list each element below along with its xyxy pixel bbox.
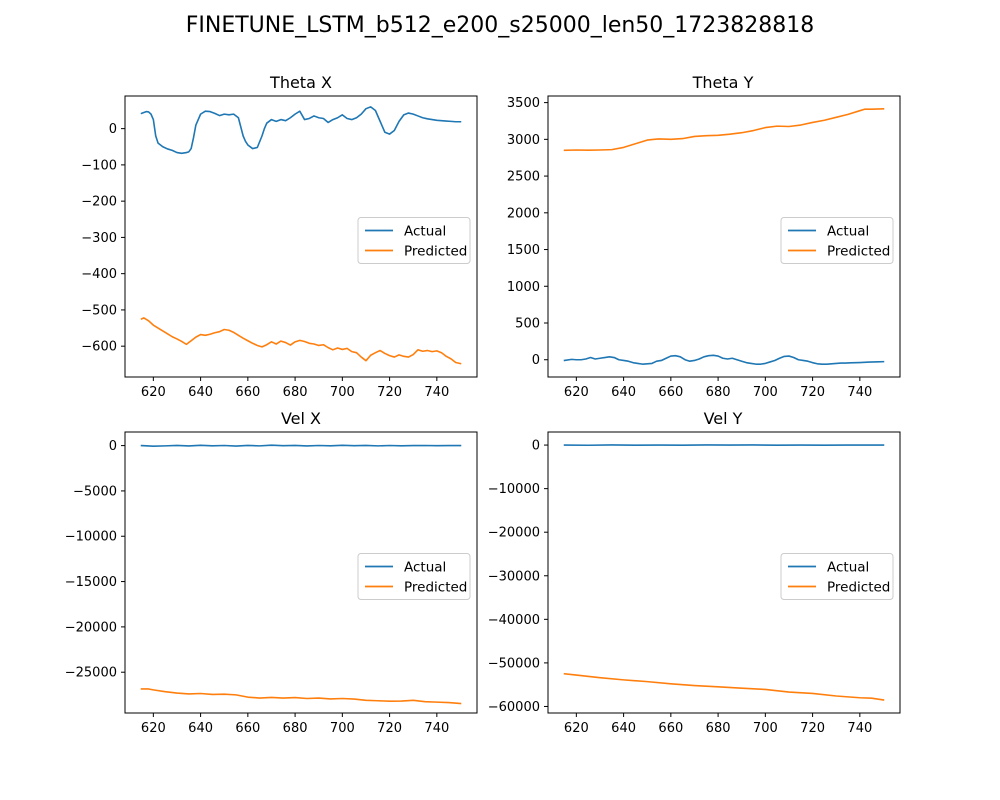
x-tick-label: 700 bbox=[330, 721, 355, 736]
subplot-theta-y: Theta Y 620 640 660 680 700 720 740 0 500 1000 150… bbox=[507, 73, 901, 400]
subplot-theta-x: Theta X 620 640 660 680 700 720 740 0 −100 −200 −3… bbox=[81, 73, 478, 400]
y-tick-label: −10000 bbox=[65, 530, 117, 545]
x-tick-label: 740 bbox=[847, 721, 872, 736]
y-tick-label: −60000 bbox=[488, 700, 540, 715]
subplot-title-theta-x: Theta X bbox=[269, 73, 332, 92]
series-line-theta-x-predicted bbox=[140, 317, 462, 365]
x-tick-label: 680 bbox=[283, 385, 308, 400]
legend-vel-y: Actual Predicted bbox=[780, 553, 894, 600]
y-tick-label: 0 bbox=[532, 353, 540, 368]
x-tick-label: 640 bbox=[611, 721, 636, 736]
x-tick-label: 740 bbox=[424, 721, 449, 736]
y-tick-label: 500 bbox=[515, 317, 540, 332]
y-tick-label: 0 bbox=[109, 439, 117, 454]
y-tick-label: 0 bbox=[109, 122, 117, 137]
x-tick-label: 720 bbox=[377, 385, 402, 400]
x-tick-label: 680 bbox=[706, 721, 731, 736]
y-tick-label: −200 bbox=[81, 195, 117, 210]
legend-label-actual: Actual bbox=[827, 224, 869, 240]
subplot-vel-y: Vel Y 620 640 660 680 700 720 740 0 −10000 −20000… bbox=[488, 409, 901, 736]
x-tick-label: 620 bbox=[141, 721, 166, 736]
x-tick-label: 720 bbox=[377, 721, 402, 736]
legend-label-predicted: Predicted bbox=[827, 580, 890, 596]
legend-label-actual: Actual bbox=[404, 224, 446, 240]
legend-theta-y: Actual Predicted bbox=[780, 217, 894, 264]
legend-label-predicted: Predicted bbox=[404, 244, 467, 260]
y-tick-label: −20000 bbox=[65, 620, 117, 635]
x-tick-label: 700 bbox=[753, 385, 778, 400]
x-tick-label: 660 bbox=[658, 721, 683, 736]
x-tick-label: 660 bbox=[235, 721, 260, 736]
series-line-theta-x-actual bbox=[140, 106, 462, 155]
x-tick-label: 660 bbox=[658, 385, 683, 400]
legend-theta-x: Actual Predicted bbox=[357, 217, 471, 264]
series-line-theta-y-predicted bbox=[563, 108, 885, 152]
legend-box bbox=[357, 553, 471, 600]
axes-frame-theta-y bbox=[547, 95, 901, 378]
legend-label-predicted: Predicted bbox=[827, 244, 890, 260]
y-tick-label: −15000 bbox=[65, 575, 117, 590]
y-tick-label: −600 bbox=[81, 340, 117, 355]
x-tick-label: 700 bbox=[330, 385, 355, 400]
x-tick-label: 640 bbox=[188, 385, 213, 400]
x-tick-label: 660 bbox=[235, 385, 260, 400]
subplot-title-theta-y: Theta Y bbox=[692, 73, 754, 92]
y-tick-label: −25000 bbox=[65, 666, 117, 681]
y-tick-label: 1000 bbox=[507, 280, 540, 295]
x-tick-label: 740 bbox=[847, 385, 872, 400]
x-tick-label: 720 bbox=[800, 385, 825, 400]
axes-frame-vel-x bbox=[124, 431, 478, 714]
x-tick-label: 680 bbox=[706, 385, 731, 400]
legend-vel-x: Actual Predicted bbox=[357, 553, 471, 600]
legend-box bbox=[357, 217, 471, 264]
y-tick-label: 2000 bbox=[507, 206, 540, 221]
y-tick-label: 3000 bbox=[507, 133, 540, 148]
x-tick-label: 640 bbox=[188, 721, 213, 736]
subplot-title-vel-x: Vel X bbox=[281, 409, 321, 428]
subplot-vel-x: Vel X 620 640 660 680 700 720 740 0 −5000 −10000 −… bbox=[65, 409, 478, 736]
y-tick-label: −5000 bbox=[73, 484, 117, 499]
series-line-vel-x-actual bbox=[140, 444, 462, 447]
subplot-title-vel-y: Vel Y bbox=[704, 409, 743, 428]
series-line-vel-x-predicted bbox=[140, 688, 462, 705]
x-tick-label: 620 bbox=[564, 385, 589, 400]
y-tick-label: 0 bbox=[532, 439, 540, 454]
y-tick-label: 2500 bbox=[507, 170, 540, 185]
y-tick-label: −400 bbox=[81, 267, 117, 282]
x-tick-label: 640 bbox=[611, 385, 636, 400]
x-tick-label: 740 bbox=[424, 385, 449, 400]
x-tick-label: 620 bbox=[141, 385, 166, 400]
y-tick-label: 3500 bbox=[507, 96, 540, 111]
axes-frame-vel-y bbox=[547, 431, 901, 714]
legend-label-actual: Actual bbox=[827, 560, 869, 576]
figure-title: FINETUNE_LSTM_b512_e200_s25000_len50_172… bbox=[186, 13, 815, 38]
y-tick-label: −40000 bbox=[488, 613, 540, 628]
x-tick-label: 720 bbox=[800, 721, 825, 736]
y-tick-label: −300 bbox=[81, 231, 117, 246]
y-tick-label: −30000 bbox=[488, 569, 540, 584]
legend-label-actual: Actual bbox=[404, 560, 446, 576]
y-tick-label: −100 bbox=[81, 158, 117, 173]
x-tick-label: 620 bbox=[564, 721, 589, 736]
legend-box bbox=[780, 217, 894, 264]
y-tick-label: −20000 bbox=[488, 526, 540, 541]
axes-frame-theta-x bbox=[124, 95, 478, 378]
y-tick-label: 1500 bbox=[507, 243, 540, 258]
series-line-vel-y-predicted bbox=[563, 672, 885, 701]
series-line-theta-y-actual bbox=[563, 354, 885, 365]
legend-label-predicted: Predicted bbox=[404, 580, 467, 596]
x-tick-label: 700 bbox=[753, 721, 778, 736]
y-tick-label: −500 bbox=[81, 303, 117, 318]
y-tick-label: −50000 bbox=[488, 656, 540, 671]
y-tick-label: −10000 bbox=[488, 482, 540, 497]
x-tick-label: 680 bbox=[283, 721, 308, 736]
legend-box bbox=[780, 553, 894, 600]
